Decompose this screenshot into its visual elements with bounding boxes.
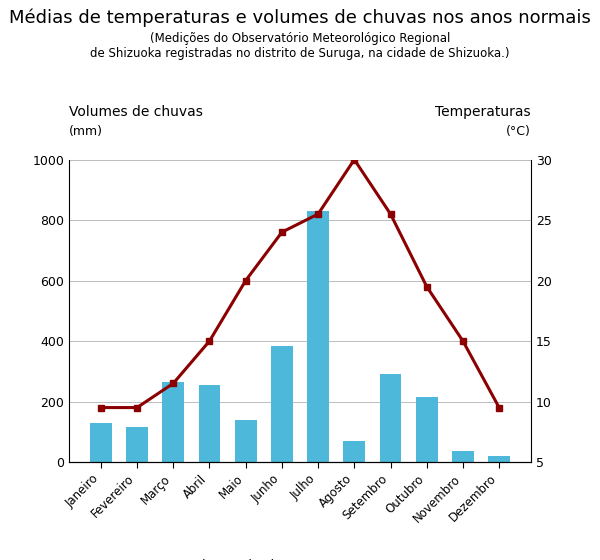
Bar xyxy=(343,441,365,462)
Bar xyxy=(488,456,510,462)
Bar xyxy=(380,374,401,462)
Bar xyxy=(235,419,257,462)
Text: (°C): (°C) xyxy=(506,125,531,138)
Bar xyxy=(90,423,112,462)
Bar xyxy=(452,450,474,462)
Text: (Medições do Observatório Meteorológico Regional
de Shizuoka registradas no dist: (Medições do Observatório Meteorológico … xyxy=(90,32,510,60)
Text: Médias de temperaturas e volumes de chuvas nos anos normais: Médias de temperaturas e volumes de chuv… xyxy=(9,8,591,27)
Bar xyxy=(126,427,148,462)
Bar xyxy=(271,346,293,462)
Bar xyxy=(307,211,329,462)
Legend: Volumes de chuvas, Temperaturas: Volumes de chuvas, Temperaturas xyxy=(154,554,446,560)
Text: (mm): (mm) xyxy=(69,125,103,138)
Bar xyxy=(199,385,220,462)
Bar xyxy=(163,382,184,462)
Text: Temperaturas: Temperaturas xyxy=(436,105,531,119)
Bar xyxy=(416,397,437,462)
Text: Volumes de chuvas: Volumes de chuvas xyxy=(69,105,203,119)
